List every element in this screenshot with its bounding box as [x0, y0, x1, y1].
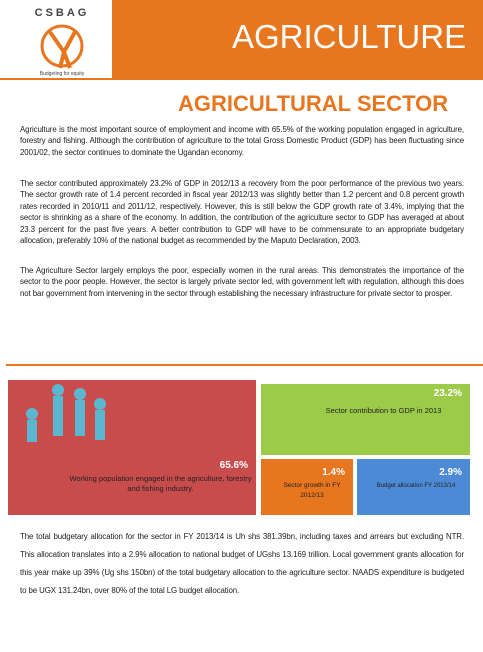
paragraph: The sector contributed approximately 23.…: [20, 179, 464, 246]
banner-text: AGRICULTURE: [232, 18, 467, 55]
header: CSBAG Budgeting for equity AGRICULTURE: [0, 0, 483, 80]
logo-tagline: Budgeting for equity: [40, 71, 85, 77]
tile-value: 1.4%: [322, 467, 345, 478]
paragraph: The total budgetary allocation for the s…: [20, 532, 464, 595]
people-icon: [26, 384, 106, 442]
tile-label: Budget allocation FY 2013/14: [376, 483, 456, 489]
paragraph: The Agriculture Sector largely employs t…: [20, 266, 464, 298]
banner: AGRICULTURE: [112, 0, 483, 78]
tile: 2.9% Budget allocation FY 2013/14: [357, 459, 470, 515]
tile-label: Sector contribution to GDP in 2013: [325, 406, 442, 415]
tile: 1.4% Sector growth in FY 2012/13: [261, 459, 353, 515]
tile: 65.6% Working population engaged in the …: [8, 380, 256, 515]
title: AGRICULTURAL SECTOR: [178, 91, 449, 116]
tile: 23.2% Sector contribution to GDP in 2013: [261, 384, 470, 455]
paragraph: Agriculture is the most important source…: [20, 125, 464, 157]
tile-label: Sector growth in FY 2012/13: [283, 482, 341, 499]
divider: [6, 364, 483, 366]
logo-text: CSBAG: [35, 7, 90, 19]
tile-value: 23.2%: [433, 388, 462, 399]
tile-value: 2.9%: [439, 467, 462, 478]
tile-value: 65.6%: [219, 460, 248, 471]
tile-label: Working population engaged in the agricu…: [69, 474, 252, 493]
logo: CSBAG Budgeting for equity: [35, 7, 90, 77]
